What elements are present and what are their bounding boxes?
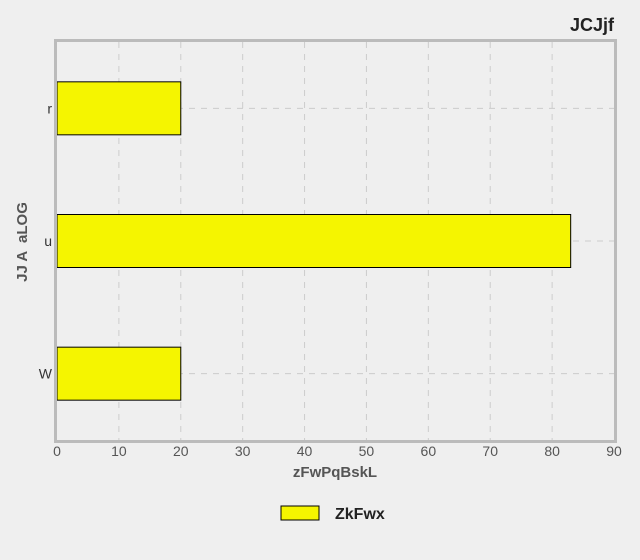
plot-frame (54, 39, 617, 443)
chart-title: JCJjf (570, 15, 615, 35)
y-tick-label: u (44, 233, 52, 249)
x-tick-label: 90 (606, 443, 622, 459)
y-axis-title: JJ A aLOG (14, 202, 31, 282)
x-tick-label: 70 (482, 443, 498, 459)
x-tick-label: 10 (111, 443, 127, 459)
x-tick-label: 0 (53, 443, 61, 459)
x-tick-label: 60 (421, 443, 437, 459)
bars (56, 81, 572, 401)
legend-swatch (280, 505, 320, 521)
legend: ZkFwx (280, 505, 385, 523)
bar-W (56, 346, 182, 401)
x-tick-label: 80 (544, 443, 560, 459)
x-tick-label: 30 (235, 443, 251, 459)
y-tick-label: r (47, 100, 52, 116)
y-tick-label: W (39, 366, 53, 382)
bar-u (56, 214, 572, 268)
x-axis-title: zFwPqBskL (293, 464, 377, 481)
legend-label: ZkFwx (335, 506, 385, 523)
tick-labels: r u W 0 10 20 30 40 50 60 70 80 90 (39, 100, 622, 459)
bar-r (56, 81, 182, 136)
x-tick-label: 40 (297, 443, 313, 459)
x-tick-label: 20 (173, 443, 189, 459)
x-tick-label: 50 (359, 443, 375, 459)
